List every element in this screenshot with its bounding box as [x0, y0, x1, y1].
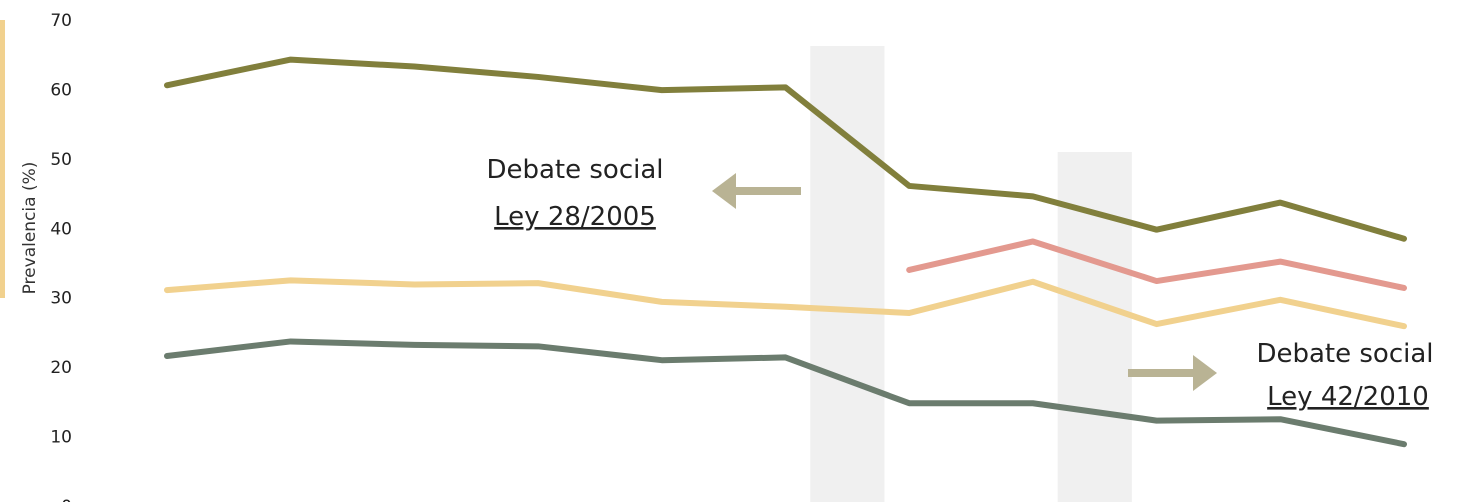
data-point: [290, 340, 292, 342]
data-point: [1403, 443, 1405, 445]
data-point: [1279, 261, 1281, 263]
series-lines: [164, 56, 1407, 448]
shaded-periods: [810, 46, 1132, 502]
data-point: [290, 279, 292, 281]
y-tick-label: 60: [50, 80, 72, 100]
annotation-ley-2010: Debate social Ley 42/2010: [1256, 339, 1433, 412]
annotation-law-link: Ley 28/2005: [494, 202, 656, 232]
y-axis: 70 60 50 40 30 20 10 0: [50, 11, 72, 502]
y-tick-label: 20: [50, 358, 72, 378]
data-point: [537, 282, 539, 284]
y-tick-label: 70: [50, 11, 72, 31]
annotation-ley-2005: Debate social Ley 28/2005: [486, 155, 663, 232]
data-point: [785, 356, 786, 358]
data-point: [413, 344, 415, 346]
data-point: [908, 402, 910, 404]
data-point: [1032, 195, 1034, 197]
data-point: [785, 86, 786, 88]
shaded-period: [810, 46, 885, 502]
y-tick-label: 40: [50, 219, 72, 239]
y-tick-label: 0: [61, 497, 72, 502]
series-line: [164, 338, 1407, 448]
data-point: [1156, 323, 1158, 325]
data-point: [1032, 240, 1034, 242]
data-point: [661, 359, 663, 361]
y-axis-accent-bar: [0, 20, 5, 298]
data-point: [537, 345, 539, 347]
data-point: [661, 89, 663, 91]
data-point: [1403, 325, 1405, 327]
data-point: [290, 59, 292, 61]
annotation-title: Debate social: [486, 155, 663, 185]
data-point: [1032, 402, 1034, 404]
data-point: [785, 306, 786, 308]
data-point: [1156, 420, 1158, 422]
data-point: [908, 312, 910, 314]
y-tick-label: 10: [50, 428, 72, 448]
annotation-title: Debate social: [1256, 339, 1433, 369]
data-point: [537, 76, 539, 78]
data-point: [1032, 281, 1034, 283]
data-point: [908, 185, 910, 187]
data-point: [166, 355, 168, 357]
annotation-arrows: [712, 173, 1217, 391]
data-point: [1156, 229, 1158, 231]
y-tick-label: 50: [50, 150, 72, 170]
series-line: [164, 56, 1407, 242]
y-tick-label: 30: [50, 289, 72, 309]
arrow-head: [1193, 355, 1217, 391]
data-point: [1403, 287, 1405, 289]
data-point: [1279, 299, 1281, 301]
data-point: [1279, 418, 1281, 420]
data-point: [1403, 238, 1405, 240]
data-point: [1156, 280, 1158, 282]
data-point: [908, 269, 910, 271]
arrow-head: [712, 173, 736, 209]
data-point: [413, 284, 415, 286]
series-line: [164, 277, 1407, 330]
data-point: [1279, 202, 1281, 204]
data-point: [166, 84, 168, 86]
data-point: [661, 301, 663, 303]
annotation-law-link: Ley 42/2010: [1267, 382, 1429, 412]
data-point: [166, 289, 168, 291]
y-axis-label: Prevalencia (%): [20, 162, 40, 295]
data-point: [413, 66, 415, 68]
